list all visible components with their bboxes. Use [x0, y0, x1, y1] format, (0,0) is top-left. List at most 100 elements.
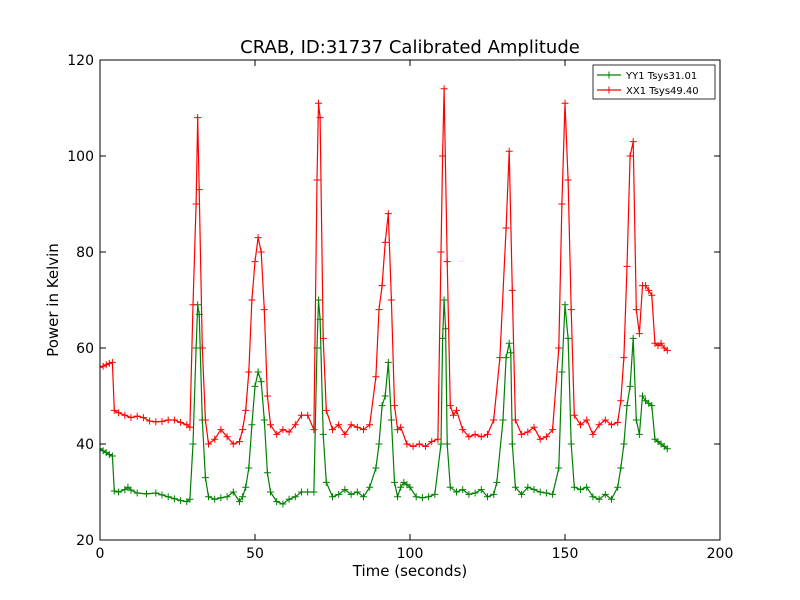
series-1-point	[507, 349, 515, 357]
series-1-point	[124, 483, 132, 491]
series-1-point	[360, 493, 367, 501]
series-2-point	[422, 442, 429, 450]
series-2-point	[108, 358, 116, 366]
series-2-point	[110, 406, 118, 414]
series-2-point	[403, 440, 411, 448]
series-2-point	[449, 411, 457, 419]
series-1-point	[437, 440, 445, 448]
series-2-point	[260, 306, 268, 314]
series-2-point	[663, 346, 671, 354]
series-1-point	[577, 486, 584, 494]
series-1-point	[201, 474, 209, 482]
series-1-point	[387, 416, 395, 424]
series-2-point	[211, 435, 219, 443]
series-2-point	[313, 176, 321, 184]
y-tick-label: 100	[67, 149, 94, 165]
series-2-point	[570, 411, 578, 419]
series-2-point	[601, 416, 609, 424]
series-2-point	[437, 248, 445, 256]
series-2-point	[443, 258, 451, 266]
series-1-point	[394, 493, 402, 501]
series-2-point	[100, 363, 104, 371]
legend-box	[592, 64, 716, 100]
series-2-point	[428, 438, 436, 446]
series-1-point	[143, 490, 150, 498]
y-axis-label: Power in Kelvin	[44, 243, 62, 357]
series-1-point	[372, 464, 380, 472]
series-1-point	[384, 358, 392, 366]
y-tick-label: 40	[76, 437, 94, 453]
series-2-point	[257, 248, 265, 256]
legend-item-2: XX1 Tsys49.40	[597, 86, 699, 97]
series-1-point	[375, 440, 383, 448]
series-1-point	[260, 416, 268, 424]
series-2-point	[158, 417, 166, 425]
legend-item-1: YY1 Tsys31.01	[597, 71, 697, 82]
series-2-point	[391, 402, 398, 410]
series-1-point	[431, 490, 439, 498]
legend-label: YY1 Tsys31.01	[625, 71, 697, 82]
series-1-point	[223, 493, 231, 501]
series-1-point	[542, 489, 550, 497]
series-2-point	[248, 296, 256, 304]
series-2-point	[477, 433, 485, 441]
series-1-point	[263, 469, 271, 477]
series-2-point	[459, 426, 467, 434]
series-2-point	[341, 430, 349, 438]
x-tick-label: 0	[96, 546, 105, 562]
y-tick-label: 120	[67, 53, 94, 69]
series-2-point	[381, 238, 389, 246]
series-2-point	[397, 423, 405, 431]
series-1-point	[127, 486, 135, 494]
series-2-point	[263, 392, 271, 400]
series-1-point	[248, 421, 256, 429]
series-2-point	[347, 421, 355, 429]
legend-marker	[605, 71, 613, 79]
axes: 0 50 100 150 200 20 40 60 80 100 120	[67, 53, 733, 562]
series-1-point	[477, 486, 485, 494]
series-1-point	[177, 497, 185, 505]
series-2-point	[518, 430, 526, 438]
series-1-point	[105, 451, 113, 459]
series-2-point	[186, 423, 194, 431]
series-2-point	[645, 286, 653, 294]
series-1-point	[115, 488, 123, 496]
series-2-point	[316, 114, 324, 122]
x-axis-label: Time (seconds)	[352, 562, 468, 580]
x-tick-label: 200	[707, 546, 734, 562]
legend: YY1 Tsys31.01 XX1 Tsys49.40	[592, 64, 716, 100]
series-1-point	[440, 296, 448, 304]
series-1-point	[459, 486, 467, 494]
series-2-point	[121, 411, 129, 419]
series-1-point	[632, 416, 640, 424]
series-1-point	[626, 382, 634, 390]
series-1-point	[601, 490, 609, 498]
series-2-point	[315, 99, 323, 107]
series-2-point	[608, 421, 615, 429]
series-1-point	[555, 464, 563, 472]
series-1-point	[397, 483, 405, 491]
series-1-point	[493, 478, 501, 486]
series-1-point	[614, 483, 622, 491]
series-1-point	[443, 440, 451, 448]
series-2-point	[146, 417, 154, 425]
series-1-point	[549, 490, 557, 498]
series-1-point	[490, 490, 498, 498]
series-1-point	[236, 498, 243, 506]
series-2-point	[620, 354, 628, 362]
series-1-point	[617, 464, 625, 472]
series-1-point	[608, 495, 615, 503]
series-2-point	[642, 282, 650, 290]
series-2-point	[508, 286, 516, 294]
series-2-point	[453, 406, 460, 414]
series-2-point	[254, 234, 262, 242]
series-1-point	[298, 488, 305, 496]
series-1-point	[205, 493, 212, 501]
series-2-point	[648, 291, 656, 299]
series-2-point	[409, 442, 417, 450]
series-2-point	[657, 339, 665, 347]
series-1-point	[170, 495, 178, 503]
series-2-point	[632, 306, 640, 314]
